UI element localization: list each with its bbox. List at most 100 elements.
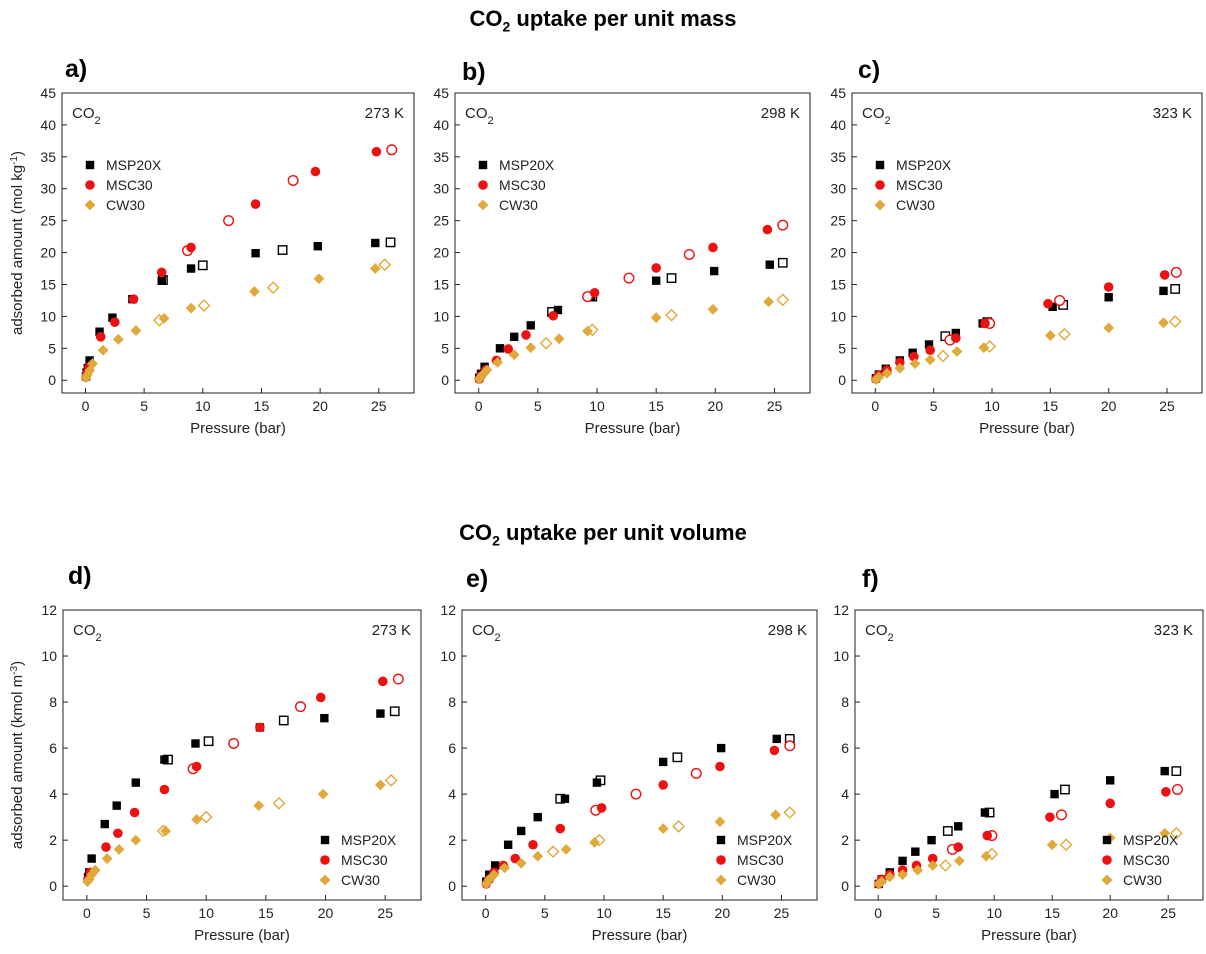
x-axis-label: Pressure (bar) xyxy=(585,420,681,437)
desorption-point xyxy=(294,701,306,713)
adsorption-point xyxy=(97,344,109,356)
y-tick-label: 10 xyxy=(440,648,456,664)
x-tick-label: 25 xyxy=(377,905,393,921)
adsorption-point xyxy=(924,354,936,366)
plot-frame xyxy=(461,609,818,901)
x-tick-label: 0 xyxy=(475,398,483,414)
section-title-volume: CO2 uptake per unit volume xyxy=(459,520,747,549)
adsorption-point xyxy=(160,755,169,764)
panel-letter-c: c) xyxy=(858,56,881,84)
adsorption-point xyxy=(376,709,385,718)
adsorption-point xyxy=(378,676,388,687)
adsorption-point xyxy=(320,713,329,723)
panel-letter-a: a) xyxy=(65,55,88,83)
y-tick-label: 25 xyxy=(40,213,56,229)
adsorption-point xyxy=(770,809,781,821)
y-tick-label: 10 xyxy=(833,648,849,664)
adsorption-point xyxy=(108,313,117,322)
y-tick-label: 45 xyxy=(40,85,56,101)
adsorption-point xyxy=(510,853,521,864)
y-tick-label: 5 xyxy=(838,340,846,356)
desorption-point xyxy=(939,859,952,872)
y-tick-label: 8 xyxy=(841,694,849,710)
adsorption-point xyxy=(95,332,106,342)
adsorption-point xyxy=(371,146,382,157)
y-tick-label: 10 xyxy=(830,308,846,324)
temperature-label: 323 K xyxy=(1153,105,1192,122)
plot-frame xyxy=(854,609,1204,901)
legend-marker xyxy=(1102,855,1112,865)
desorption-point xyxy=(287,174,299,186)
adsorption-point xyxy=(555,823,566,834)
legend-label: MSC30 xyxy=(341,852,388,868)
adsorption-point xyxy=(375,779,386,791)
legend-marker xyxy=(84,199,96,211)
legend: MSP20X MSC30 CW30 xyxy=(1101,832,1179,888)
desorption-point xyxy=(623,272,635,284)
x-tick-label: 20 xyxy=(312,398,328,414)
adsorption-point xyxy=(548,310,559,321)
section-title-mass: CO2 uptake per unit mass xyxy=(469,6,737,35)
legend-label: MSP20X xyxy=(737,832,793,848)
adsorption-point xyxy=(1043,298,1053,309)
y-tick-label: 45 xyxy=(433,85,449,101)
desorption-point xyxy=(942,826,953,836)
legend-label: CW30 xyxy=(106,197,145,213)
adsorption-point xyxy=(313,241,322,251)
legend-marker xyxy=(874,199,886,211)
x-tick-label: 10 xyxy=(986,905,1002,921)
adsorption-point xyxy=(651,276,661,285)
adsorption-point xyxy=(708,242,718,253)
legend: MSP20X MSC30 CW30 xyxy=(477,157,555,213)
temperature-label: 273 K xyxy=(365,105,404,122)
adsorption-point xyxy=(1045,812,1055,822)
gas-label: CO2 xyxy=(862,105,891,127)
x-tick-label: 0 xyxy=(83,905,91,921)
temperature-label: 298 K xyxy=(768,622,807,639)
y-tick-label: 35 xyxy=(830,149,846,165)
adsorption-point xyxy=(927,835,936,845)
y-tick-label: 45 xyxy=(830,85,846,101)
chart-c: 0 5 10 15 20 25 0 5 10 15 20 25 30 35 40 45 Pressure (ba… xyxy=(830,85,1203,437)
desorption-point xyxy=(777,257,788,268)
adsorption-point xyxy=(980,318,990,329)
legend-marker xyxy=(1102,835,1112,845)
adsorption-point xyxy=(982,830,993,841)
adsorption-point xyxy=(521,330,531,340)
x-tick-label: 15 xyxy=(258,905,274,921)
x-tick-label: 10 xyxy=(984,398,1000,414)
adsorption-point xyxy=(313,273,325,285)
series-msc30 xyxy=(474,219,789,384)
legend-label: MSP20X xyxy=(106,157,162,173)
desorption-point xyxy=(683,248,695,260)
legend-label: CW30 xyxy=(1123,872,1162,888)
plot-frame xyxy=(61,92,415,394)
legend-marker xyxy=(319,874,331,886)
desorption-point xyxy=(389,706,400,717)
adsorption-point xyxy=(157,276,166,285)
legend: MSP20X MSC30 CW30 xyxy=(715,832,793,888)
legend-marker xyxy=(716,855,726,865)
adsorption-point xyxy=(85,356,94,365)
desorption-point xyxy=(665,308,678,322)
adsorption-point xyxy=(110,317,120,327)
adsorption-point xyxy=(895,357,905,368)
adsorption-point xyxy=(516,826,526,836)
gas-label: CO2 xyxy=(73,622,102,644)
adsorption-point xyxy=(765,260,774,269)
adsorption-point xyxy=(159,784,170,795)
adsorption-point xyxy=(715,761,725,772)
adsorption-point xyxy=(553,333,565,345)
desorption-point xyxy=(630,788,642,800)
x-tick-label: 10 xyxy=(195,398,211,414)
desorption-point xyxy=(378,258,392,272)
gas-label: CO2 xyxy=(72,105,101,127)
series-cw30 xyxy=(82,773,398,887)
x-tick-label: 10 xyxy=(596,905,612,921)
y-tick-label: 35 xyxy=(40,149,56,165)
y-tick-label: 6 xyxy=(841,740,849,756)
adsorption-point xyxy=(253,800,265,812)
adsorption-point xyxy=(186,264,196,273)
series-cw30 xyxy=(870,315,1182,385)
x-tick-label: 0 xyxy=(482,905,490,921)
